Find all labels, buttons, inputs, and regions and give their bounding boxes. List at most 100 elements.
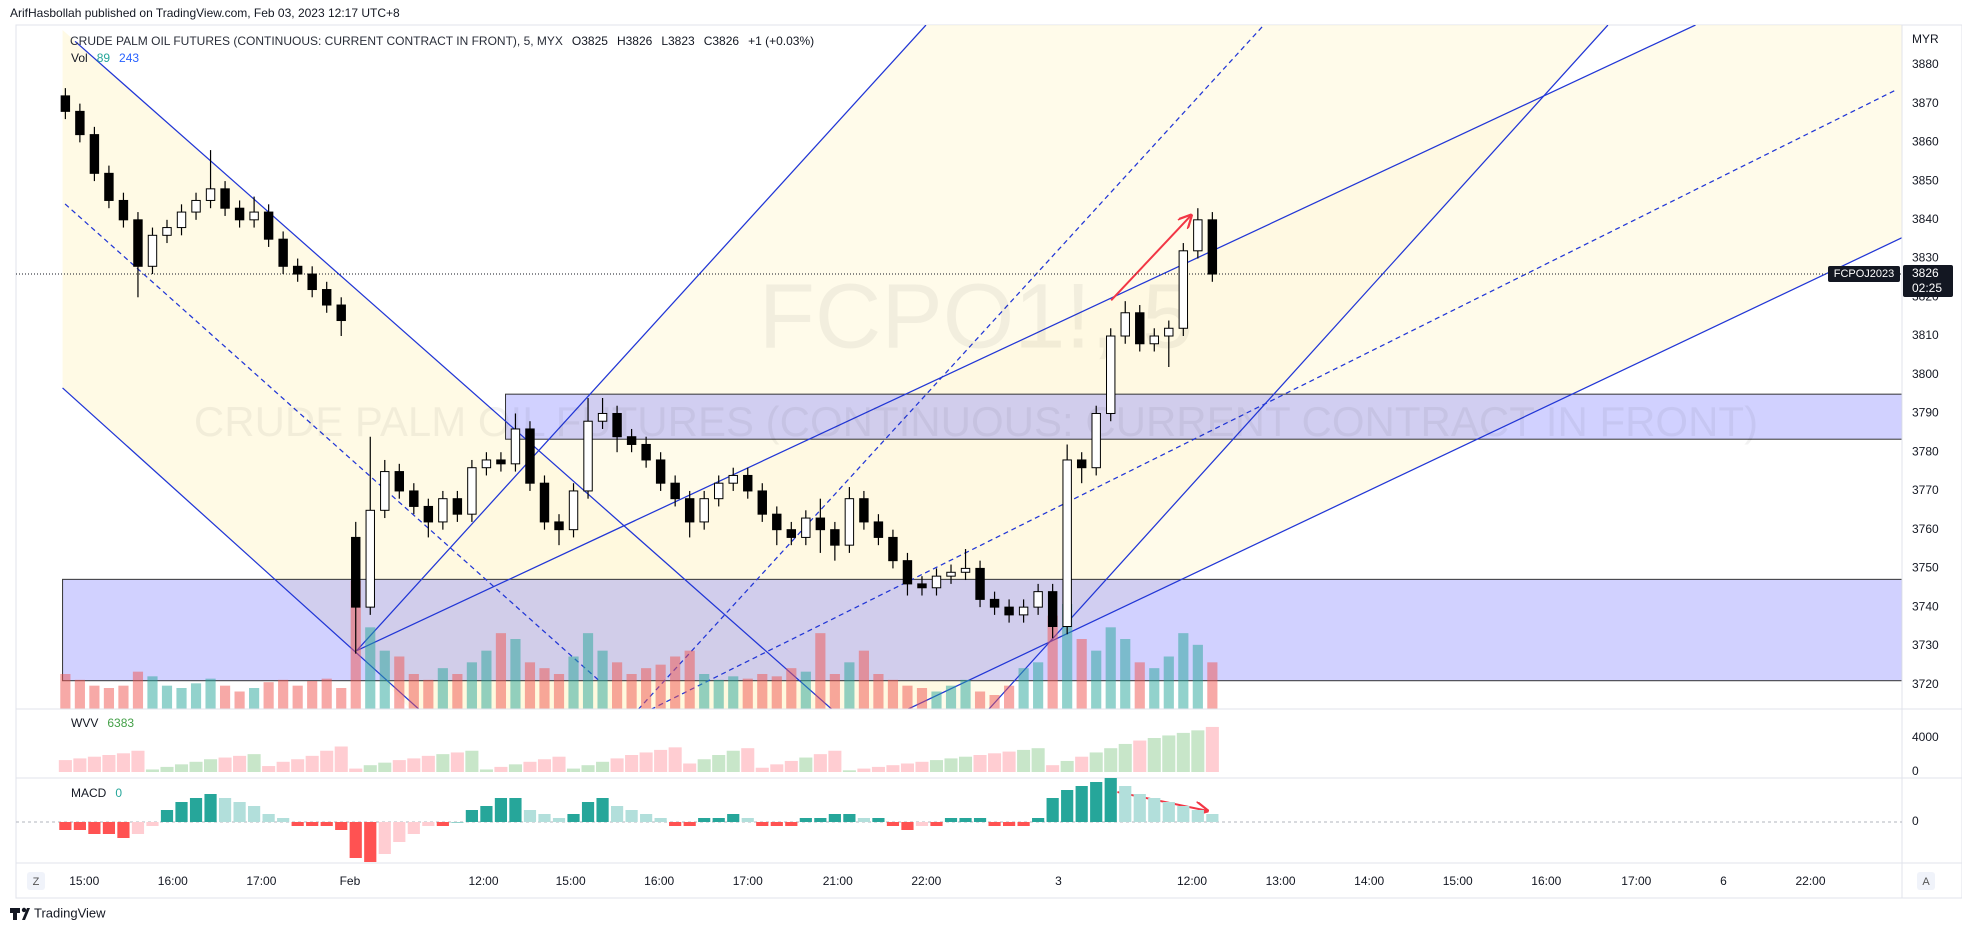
wvv-bar [1162,735,1176,772]
wvv-bar [1046,765,1060,772]
volume-bar [757,674,768,709]
candle-body [1193,219,1203,252]
candle-body [931,575,942,589]
wvv-bar [900,763,914,772]
candle-body [191,199,201,213]
wvv-bar [160,766,174,772]
price-axis-price: 3826 [1912,266,1939,280]
button[interactable] [1917,872,1935,890]
wvv-bar [102,754,116,772]
wvv-bar [755,767,769,772]
macd-bar [959,818,972,822]
macd-bar [523,810,537,822]
macd-bar [1133,794,1146,822]
candle-body [1178,250,1189,329]
price-axis-countdown: 02:25 [1912,281,1942,295]
candle-body [975,567,985,600]
volume-bar [263,682,274,709]
candle-body [786,529,797,538]
macd-bar [248,806,261,822]
wvv-bar [799,757,813,772]
macd-bar [610,806,624,822]
candle-body [1047,591,1058,628]
ohlc: L3823 [661,34,695,48]
macd-bar [1075,786,1088,822]
watermark-subtitle: CRUDE PALM OIL FUTURES (CONTINUOUS: CURR… [194,398,1758,445]
candle-body [162,227,172,236]
candle-body [1004,606,1014,616]
volume-bar [336,688,347,709]
y-tick-label: 3850 [1912,173,1939,187]
volume-bar [1207,662,1218,709]
candle-body [220,188,230,209]
candle-body [772,513,782,531]
wvv-bar [857,768,871,772]
wvv-bar [189,761,203,772]
macd-bar [857,818,870,822]
candle-body [133,219,143,267]
volume-bar [728,676,739,709]
wvv-bar [479,769,493,772]
macd-bar [814,818,827,822]
macd-bar [1177,806,1190,822]
macd-tick-label: 0 [1912,814,1919,828]
macd-bar [886,822,900,826]
y-tick-label: 3790 [1912,406,1939,420]
y-tick-label: 3720 [1912,677,1939,691]
candle-body [75,110,85,136]
volume-bar [786,668,797,709]
y-tick-label: 3870 [1912,96,1939,110]
macd-bar [1032,818,1045,822]
button-label[interactable]: Z [33,876,40,888]
volume-bar [524,662,536,709]
trend-line [906,237,1902,710]
macd-bar [277,818,290,822]
macd-bar [1061,790,1074,822]
candle-body [714,482,724,500]
macd-bar [567,814,580,822]
candle-body [568,490,579,531]
wvv-value: 6383 [107,716,135,730]
candle-body [1106,335,1116,414]
volume-bar [815,633,826,709]
wvv-bar [1075,756,1089,772]
macd-bar [712,818,725,822]
macd-bar [320,822,333,826]
candle-body [118,199,129,221]
arrow [1110,215,1191,301]
macd-bar [1002,822,1016,826]
trend-line [637,25,1265,710]
price-tag-symbol: FCPOJ2023 [1834,268,1895,280]
ohlc: H3826 [616,34,653,48]
macd-bar [262,814,275,822]
volume-bar [408,674,419,709]
wvv-bar [1118,743,1132,772]
volume-bar [89,685,100,709]
wvv-bar [1031,748,1045,772]
macd-bar [828,814,841,822]
macd-bar [741,818,754,822]
button-label[interactable]: A [1922,876,1930,888]
wvv-bar [450,752,464,772]
macd-bar [538,814,551,822]
arrow [1117,791,1207,811]
macd-bar [843,814,856,822]
macd-bar [1017,822,1030,826]
price-axis-tag [1903,265,1953,298]
candle-body [1091,412,1101,469]
candle-body [873,521,884,538]
macd-bar [640,814,653,822]
wvv-bar [1089,752,1103,772]
macd-bar [1046,798,1059,822]
volume-bar [670,656,681,709]
macd-bar [1191,810,1204,822]
candle-body [670,482,680,500]
x-tick-label: 21:00 [823,874,853,888]
volume-bar [1192,644,1203,709]
button[interactable] [27,872,45,890]
volume-bar [771,676,782,709]
volume-bar [118,685,129,709]
macd-bar [378,822,391,854]
candle-body [438,498,448,523]
candle-body [467,467,477,515]
